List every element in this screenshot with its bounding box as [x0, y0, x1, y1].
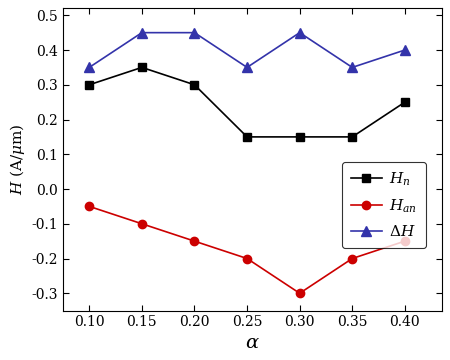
$\Delta H$: [350, 65, 355, 69]
$\Delta H$: [139, 31, 144, 35]
Line: $H_n$: $H_n$: [86, 64, 409, 141]
$H_{an}$: [244, 256, 250, 261]
Line: $H_{an}$: $H_{an}$: [85, 202, 409, 297]
$H_n$: [86, 82, 92, 87]
$H_n$: [297, 135, 302, 139]
Line: $\Delta H$: $\Delta H$: [85, 28, 410, 72]
$H_{an}$: [139, 222, 144, 226]
$H_{an}$: [86, 204, 92, 208]
$H_{an}$: [297, 291, 302, 296]
$\Delta H$: [244, 65, 250, 69]
$H_{an}$: [350, 256, 355, 261]
$H_n$: [192, 82, 197, 87]
$\Delta H$: [402, 48, 408, 52]
$H_{an}$: [402, 239, 408, 243]
Y-axis label: $H$ (A/$\mu$m): $H$ (A/$\mu$m): [9, 124, 27, 195]
$H_n$: [244, 135, 250, 139]
$\Delta H$: [297, 31, 302, 35]
$H_n$: [350, 135, 355, 139]
$H_n$: [402, 100, 408, 104]
$\Delta H$: [192, 31, 197, 35]
$H_{an}$: [192, 239, 197, 243]
X-axis label: $\alpha$: $\alpha$: [245, 334, 260, 352]
$H_n$: [139, 65, 144, 69]
$\Delta H$: [86, 65, 92, 69]
Legend: $H_n$, $H_{an}$, $\Delta H$: $H_n$, $H_{an}$, $\Delta H$: [342, 162, 427, 248]
